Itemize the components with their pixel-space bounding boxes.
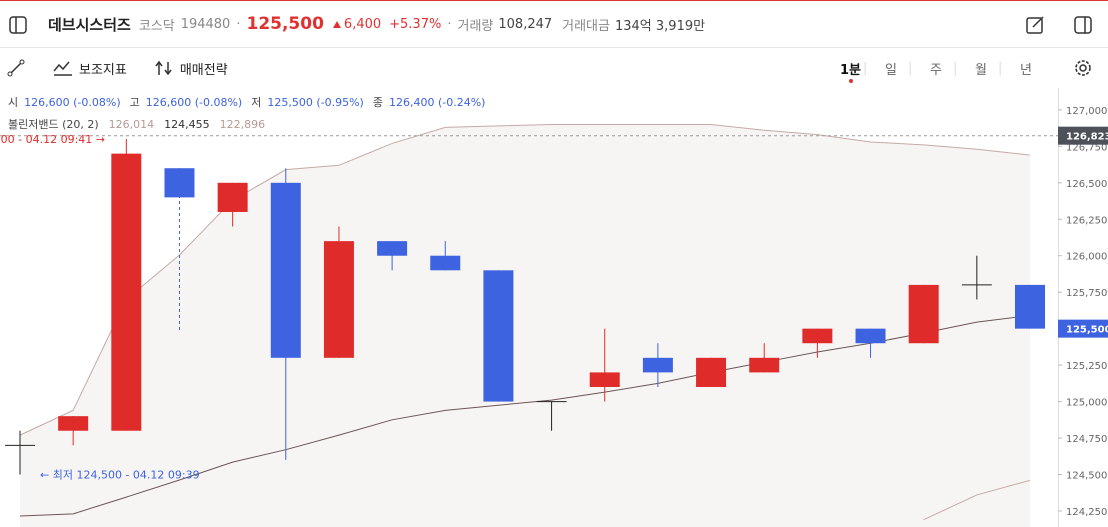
active-dot	[849, 79, 853, 83]
body	[483, 270, 514, 402]
indicator-name: 볼린저밴드 (20, 2)	[8, 118, 99, 131]
ohlc-label: 고	[130, 96, 140, 109]
amount-label: 거래대금	[562, 18, 610, 34]
ohlc-label: 시	[8, 96, 18, 109]
body	[323, 241, 354, 358]
indicator-value: 124,455	[164, 118, 210, 131]
strategy-button[interactable]: 매매전략	[153, 59, 228, 78]
band-line	[19, 315, 1031, 517]
sidebar-toggle[interactable]	[8, 15, 28, 35]
period-tab[interactable]: 주	[930, 62, 942, 78]
indicator-icon	[53, 61, 72, 76]
body	[642, 357, 673, 373]
volume-label: 거래량	[457, 18, 494, 34]
market: 코스닥	[138, 18, 175, 34]
y-tick-label: 126,000	[1066, 252, 1107, 263]
strategy-label: 매매전략	[179, 62, 228, 78]
body	[696, 357, 727, 387]
change-pct: +5.37%	[389, 16, 442, 32]
ohlc-label: 저	[251, 96, 261, 109]
body	[111, 153, 142, 431]
price-badge-label: 126,823	[1066, 132, 1108, 143]
y-tick-label: 126,500	[1066, 179, 1107, 190]
panel-toggle[interactable]	[1073, 15, 1093, 35]
volume: 108,247	[498, 16, 553, 32]
code: 194480	[180, 16, 231, 32]
y-tick-label: 124,750	[1066, 434, 1107, 445]
ohlc-value: 126,600 (-0.08%)	[146, 96, 242, 109]
body	[430, 255, 461, 271]
separator: |	[998, 60, 1003, 76]
ohlc-value: 126,400 (-0.24%)	[389, 96, 485, 109]
separator: |	[953, 60, 958, 76]
indicator-value: 122,896	[220, 118, 266, 131]
body	[377, 241, 408, 256]
y-tick-label: 124,500	[1066, 470, 1107, 481]
period-tab[interactable]: 1분	[840, 62, 862, 78]
high-note: 126,800 - 04.12 09:41 →	[0, 133, 105, 146]
price: 125,500	[246, 14, 324, 34]
plot	[0, 123, 1058, 527]
body	[802, 328, 833, 344]
body	[270, 182, 301, 358]
body	[217, 182, 248, 212]
ohlc-value: 126,600 (-0.08%)	[24, 96, 120, 109]
y-tick-label: 125,750	[1066, 288, 1107, 299]
band-line	[19, 123, 1031, 436]
edit-button[interactable]	[1025, 15, 1045, 35]
ohlc-value: 125,500 (-0.95%)	[267, 96, 363, 109]
band-line	[923, 479, 1031, 521]
strategy-icon	[155, 60, 172, 76]
body	[164, 168, 195, 198]
period-tab[interactable]: 월	[975, 62, 987, 78]
price-badge	[1058, 126, 1108, 145]
price-badge	[1058, 319, 1108, 338]
period-tab[interactable]: 일	[885, 62, 897, 78]
y-tick-label: 126,750	[1066, 142, 1107, 153]
change: 6,400	[343, 16, 382, 32]
header: 데브시스터즈 코스닥 194480 · 125,500 6,400 +5.37%…	[0, 0, 1108, 48]
y-tick-label: 125,250	[1066, 361, 1107, 372]
body	[855, 328, 886, 344]
draw-tool[interactable]	[6, 58, 26, 78]
axis-bg	[1058, 88, 1108, 527]
indicator-value: 126,014	[109, 118, 155, 131]
up-arrow	[332, 21, 341, 28]
toolbar: 보조지표 매매전략 1분 일 | 주 | 월 | 년 |	[0, 48, 1108, 88]
y-tick-label: 126,250	[1066, 215, 1107, 226]
period-tab[interactable]: 년	[1020, 62, 1032, 78]
ohlc-label: 종	[373, 96, 383, 109]
y-tick-label: 124,250	[1066, 507, 1107, 518]
low-note: ← 최저 124,500 - 04.12 09:39	[40, 468, 200, 481]
separator: |	[908, 60, 913, 76]
body	[908, 284, 939, 344]
settings-button[interactable]	[1073, 58, 1093, 78]
body	[589, 372, 620, 387]
indicator-button[interactable]: 보조지표	[52, 59, 127, 78]
body	[58, 416, 89, 431]
separator: |	[863, 60, 868, 76]
chart: 127,000 126,750 126,500 126,250 126,000 125,7…	[0, 88, 1108, 527]
stock-name: 데브시스터즈	[48, 15, 131, 34]
indicator-label: 보조지표	[79, 62, 127, 78]
body	[1015, 284, 1045, 329]
y-tick-label: 127,000	[1066, 106, 1107, 117]
body	[749, 357, 780, 373]
amount: 134억 3,919만	[614, 18, 706, 34]
y-tick-label: 125,000	[1066, 398, 1107, 409]
price-badge-label: 125,500	[1066, 325, 1108, 336]
